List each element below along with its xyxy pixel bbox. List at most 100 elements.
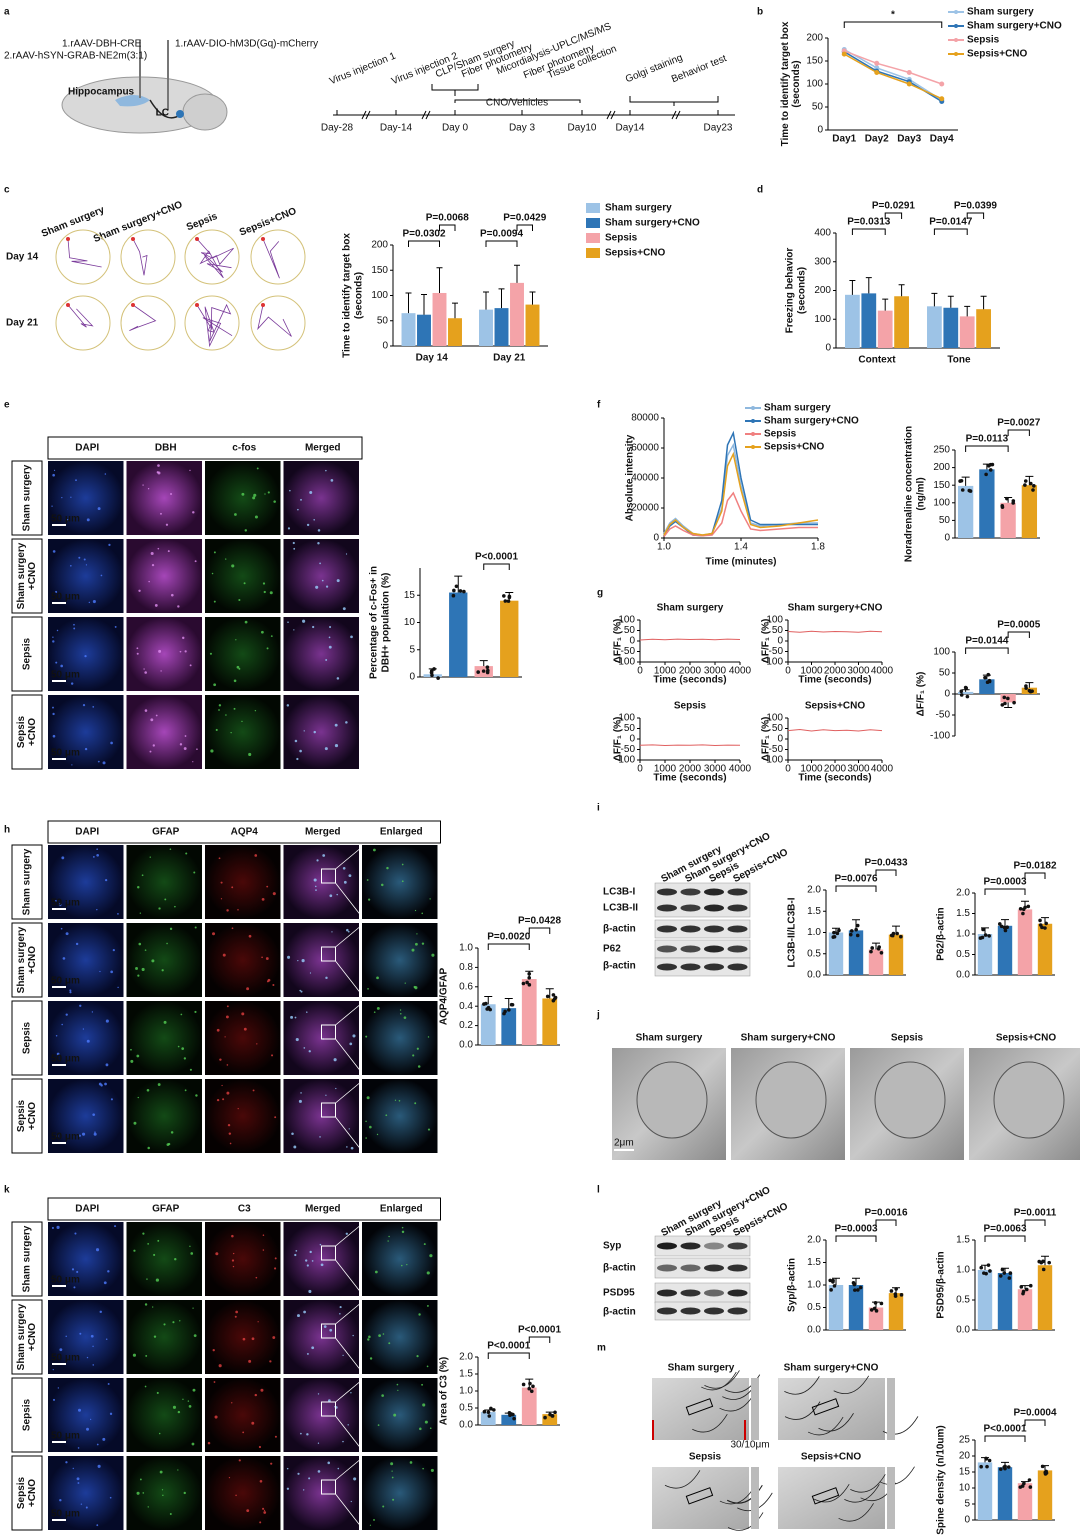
error-bar (452, 302, 458, 319)
dot (1023, 483, 1027, 487)
day-label: Day-14 (380, 123, 413, 134)
speckle (238, 1459, 241, 1462)
speckle (55, 590, 58, 593)
speckle (69, 989, 72, 992)
x-axis-label: Time (seconds) (653, 773, 726, 784)
micrograph (48, 1222, 124, 1296)
micrograph (205, 1222, 281, 1296)
speckle (237, 1108, 239, 1110)
dot (1040, 925, 1044, 930)
speckle (161, 1489, 164, 1491)
dot (451, 593, 456, 598)
bar (401, 313, 416, 346)
nucleus (755, 1061, 827, 1139)
annotation: P=0.0063 (983, 1224, 1027, 1235)
speckle (399, 1012, 402, 1015)
speckle (77, 1482, 80, 1484)
legend-label: Sham surgery+CNO (605, 218, 700, 229)
band (704, 963, 724, 971)
speckle (58, 903, 62, 907)
bar (957, 485, 974, 538)
speckle (317, 1470, 321, 1473)
speckle (306, 523, 310, 527)
speckle (195, 1094, 198, 1097)
micrograph (126, 1079, 202, 1153)
speckle (399, 1009, 402, 1011)
speckle (51, 1226, 54, 1229)
point (906, 70, 912, 75)
x-tick-label: Day1 (832, 134, 856, 145)
significance-bracket (984, 1235, 1026, 1242)
speckle (100, 1084, 103, 1087)
speckle (401, 1226, 404, 1229)
dot (553, 1410, 557, 1415)
x-tick-label: 1.4 (734, 542, 748, 553)
significance-bracket (1024, 1219, 1046, 1226)
band (704, 945, 724, 953)
speckle (184, 735, 187, 737)
dot (987, 463, 991, 468)
speckle (212, 932, 216, 936)
speckle (252, 496, 256, 500)
scale-bar-label: 50 μm (51, 1431, 80, 1442)
speckle (286, 1467, 289, 1470)
speckle (227, 1123, 231, 1127)
bar (997, 1467, 1013, 1520)
roi-line (335, 1116, 363, 1152)
speckle (273, 500, 276, 503)
dot (963, 685, 968, 690)
speckle (386, 866, 389, 870)
speckle (213, 551, 216, 554)
speckle (236, 665, 240, 669)
dendrite (727, 1512, 764, 1531)
speckle (315, 585, 319, 589)
speckle (139, 1478, 142, 1481)
dot (1027, 1478, 1032, 1482)
dendrite (701, 1371, 737, 1391)
legend-swatch (586, 218, 600, 228)
speckle (181, 1047, 185, 1050)
dot (502, 594, 506, 598)
speckle (92, 1345, 94, 1348)
significance-bracket (1007, 631, 1030, 638)
speckle (169, 1513, 172, 1516)
speckle (52, 550, 56, 553)
legend-marker (954, 10, 958, 14)
bar (501, 1414, 517, 1425)
speckle (269, 591, 273, 595)
row-box (11, 1078, 43, 1154)
band-label: β-actin (603, 1307, 636, 1318)
speckle (145, 1354, 148, 1357)
error-bar (947, 295, 954, 308)
y-tick-label: 0 (964, 1515, 970, 1526)
dot (876, 946, 881, 951)
speckle (177, 1410, 181, 1414)
spine-roi (811, 1398, 840, 1416)
x-tick-label: Day2 (865, 134, 889, 145)
spine-roi (811, 1487, 840, 1505)
speckle (373, 1011, 376, 1013)
speckle (327, 1461, 331, 1465)
micrograph (362, 1079, 438, 1153)
maze-row: Day 14 (6, 252, 39, 263)
x-axis-label: Time (seconds) (798, 773, 871, 784)
speckle (368, 1335, 371, 1339)
speckle (401, 880, 404, 883)
dendrite (882, 1416, 919, 1435)
panel-label: e (4, 400, 10, 411)
dot (853, 1288, 857, 1292)
dot (1044, 1471, 1049, 1475)
maze (55, 229, 111, 285)
error-bar (421, 293, 427, 315)
dot (985, 1464, 989, 1469)
speckle (90, 1334, 94, 1338)
y-tick-label: -50 (621, 646, 636, 657)
speckle (99, 970, 101, 973)
speckle (97, 760, 100, 763)
significance-bracket (966, 212, 985, 219)
error-bar (483, 291, 489, 310)
row-label: Sepsis (22, 637, 33, 670)
legend-label: Sepsis (605, 233, 638, 244)
error-bar (1001, 919, 1009, 926)
band-label: Syp (603, 1241, 621, 1252)
